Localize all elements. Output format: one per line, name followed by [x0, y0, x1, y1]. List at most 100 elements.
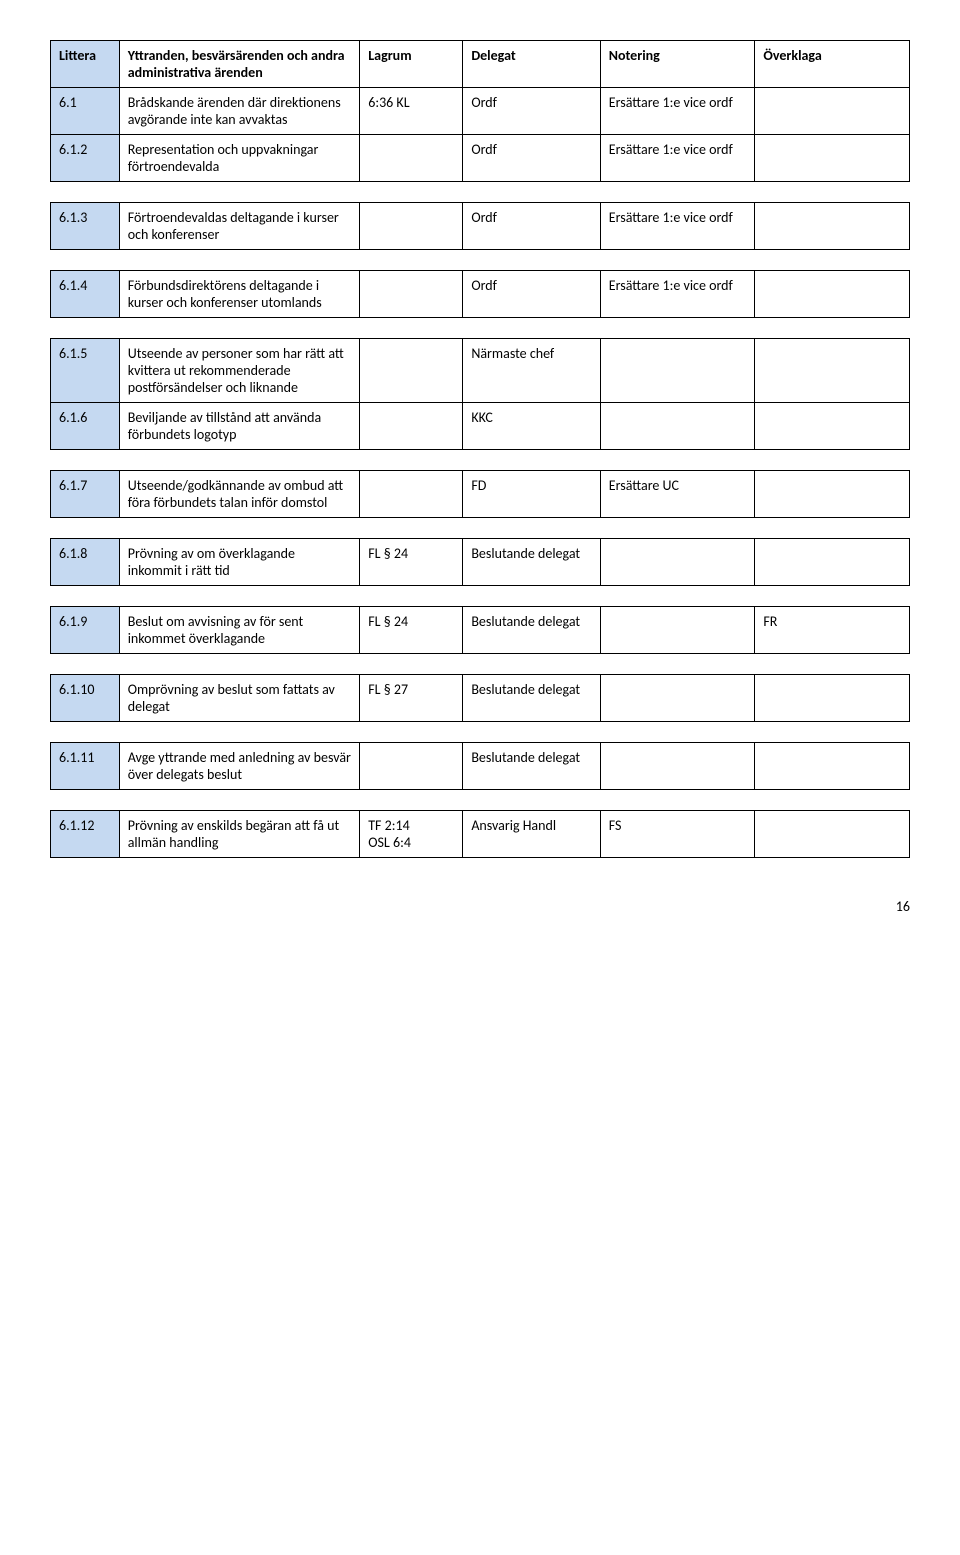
- cell-littera: 6.1.4: [51, 271, 120, 318]
- cell-delegat: Beslutande delegat: [463, 607, 600, 654]
- header-desc: Yttranden, besvärsärenden och andra admi…: [119, 41, 360, 88]
- header-overklaga: Överklaga: [755, 41, 910, 88]
- cell-notering: FS: [600, 811, 755, 858]
- table-row: 6.1.5 Utseende av personer som har rätt …: [51, 339, 910, 403]
- cell-desc: Representation och uppvakningar förtroen…: [119, 135, 360, 182]
- table-row: 6.1.10 Omprövning av beslut som fattats …: [51, 675, 910, 722]
- spacer-row: [51, 318, 910, 339]
- cell-overklaga: [755, 271, 910, 318]
- cell-desc: Beslut om avvisning av för sent inkommet…: [119, 607, 360, 654]
- cell-lagrum: FL § 24: [360, 607, 463, 654]
- cell-lagrum: [360, 743, 463, 790]
- cell-littera: 6.1: [51, 88, 120, 135]
- cell-lagrum: [360, 203, 463, 250]
- spacer-row: [51, 790, 910, 811]
- spacer-row: [51, 450, 910, 471]
- cell-delegat: FD: [463, 471, 600, 518]
- cell-notering: [600, 339, 755, 403]
- spacer-row: [51, 722, 910, 743]
- cell-delegat: Ordf: [463, 203, 600, 250]
- cell-notering: Ersättare UC: [600, 471, 755, 518]
- cell-desc: Prövning av om överklagande inkommit i r…: [119, 539, 360, 586]
- spacer-row: [51, 586, 910, 607]
- cell-littera: 6.1.9: [51, 607, 120, 654]
- cell-overklaga: [755, 88, 910, 135]
- cell-overklaga: [755, 539, 910, 586]
- cell-desc: Förbundsdirektörens deltagande i kurser …: [119, 271, 360, 318]
- cell-delegat: Ordf: [463, 88, 600, 135]
- cell-notering: Ersättare 1:e vice ordf: [600, 88, 755, 135]
- page-number: 16: [50, 898, 910, 915]
- cell-littera: 6.1.7: [51, 471, 120, 518]
- cell-delegat: Beslutande delegat: [463, 539, 600, 586]
- header-delegat: Delegat: [463, 41, 600, 88]
- cell-desc: Brådskande ärenden där direktionens avgö…: [119, 88, 360, 135]
- cell-notering: Ersättare 1:e vice ordf: [600, 271, 755, 318]
- cell-desc: Förtroendevaldas deltagande i kurser och…: [119, 203, 360, 250]
- table-row: 6.1.3 Förtroendevaldas deltagande i kurs…: [51, 203, 910, 250]
- cell-delegat: Ordf: [463, 135, 600, 182]
- table-row: 6.1.4 Förbundsdirektörens deltagande i k…: [51, 271, 910, 318]
- cell-delegat: Beslutande delegat: [463, 675, 600, 722]
- cell-lagrum: [360, 271, 463, 318]
- cell-littera: 6.1.8: [51, 539, 120, 586]
- cell-littera: 6.1.11: [51, 743, 120, 790]
- table-row: 6.1.7 Utseende/godkännande av ombud att …: [51, 471, 910, 518]
- cell-overklaga: [755, 811, 910, 858]
- cell-lagrum: [360, 403, 463, 450]
- table-row: 6.1.12 Prövning av enskilds begäran att …: [51, 811, 910, 858]
- cell-delegat: Beslutande delegat: [463, 743, 600, 790]
- cell-desc: Beviljande av tillstånd att använda förb…: [119, 403, 360, 450]
- cell-lagrum: [360, 135, 463, 182]
- cell-lagrum: [360, 471, 463, 518]
- cell-delegat: Närmaste chef: [463, 339, 600, 403]
- cell-lagrum: TF 2:14 OSL 6:4: [360, 811, 463, 858]
- cell-littera: 6.1.6: [51, 403, 120, 450]
- header-lagrum: Lagrum: [360, 41, 463, 88]
- cell-littera: 6.1.5: [51, 339, 120, 403]
- cell-littera: 6.1.3: [51, 203, 120, 250]
- cell-overklaga: [755, 675, 910, 722]
- cell-desc: Prövning av enskilds begäran att få ut a…: [119, 811, 360, 858]
- cell-desc: Omprövning av beslut som fattats av dele…: [119, 675, 360, 722]
- cell-overklaga: [755, 339, 910, 403]
- cell-lagrum: FL § 24: [360, 539, 463, 586]
- cell-notering: [600, 743, 755, 790]
- header-notering: Notering: [600, 41, 755, 88]
- table-row: 6.1.6 Beviljande av tillstånd att använd…: [51, 403, 910, 450]
- delegation-table: Littera Yttranden, besvärsärenden och an…: [50, 40, 910, 858]
- cell-delegat: KKC: [463, 403, 600, 450]
- cell-overklaga: [755, 471, 910, 518]
- cell-lagrum: 6:36 KL: [360, 88, 463, 135]
- cell-overklaga: [755, 203, 910, 250]
- cell-notering: Ersättare 1:e vice ordf: [600, 203, 755, 250]
- cell-overklaga: FR: [755, 607, 910, 654]
- cell-overklaga: [755, 743, 910, 790]
- spacer-row: [51, 250, 910, 271]
- table-row: 6.1.11 Avge yttrande med anledning av be…: [51, 743, 910, 790]
- cell-littera: 6.1.2: [51, 135, 120, 182]
- cell-desc: Utseende/godkännande av ombud att föra f…: [119, 471, 360, 518]
- spacer-row: [51, 518, 910, 539]
- table-row: 6.1.9 Beslut om avvisning av för sent in…: [51, 607, 910, 654]
- cell-notering: [600, 675, 755, 722]
- table-row: 6.1.2 Representation och uppvakningar fö…: [51, 135, 910, 182]
- cell-overklaga: [755, 403, 910, 450]
- spacer-row: [51, 182, 910, 203]
- cell-desc: Utseende av personer som har rätt att kv…: [119, 339, 360, 403]
- cell-notering: Ersättare 1:e vice ordf: [600, 135, 755, 182]
- header-row: Littera Yttranden, besvärsärenden och an…: [51, 41, 910, 88]
- cell-delegat: Ordf: [463, 271, 600, 318]
- cell-desc: Avge yttrande med anledning av besvär öv…: [119, 743, 360, 790]
- cell-delegat: Ansvarig Handl: [463, 811, 600, 858]
- cell-notering: [600, 539, 755, 586]
- cell-notering: [600, 607, 755, 654]
- table-row: 6.1.8 Prövning av om överklagande inkomm…: [51, 539, 910, 586]
- cell-notering: [600, 403, 755, 450]
- table-row: 6.1 Brådskande ärenden där direktionens …: [51, 88, 910, 135]
- header-littera: Littera: [51, 41, 120, 88]
- cell-lagrum: FL § 27: [360, 675, 463, 722]
- cell-littera: 6.1.12: [51, 811, 120, 858]
- cell-overklaga: [755, 135, 910, 182]
- spacer-row: [51, 654, 910, 675]
